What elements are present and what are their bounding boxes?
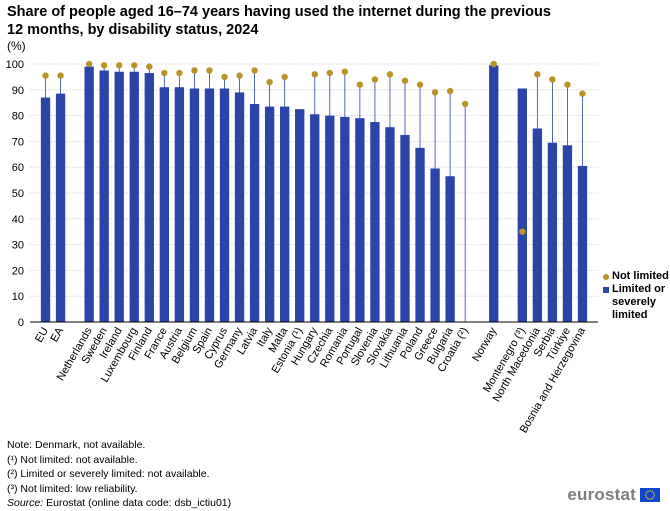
bar-limited xyxy=(264,106,275,322)
dot-not-limited xyxy=(116,62,123,69)
dot-not-limited xyxy=(131,62,138,69)
bar-limited xyxy=(400,134,410,322)
dot-not-limited xyxy=(266,78,273,86)
bar-limited xyxy=(174,87,185,322)
dot-not-limited xyxy=(42,72,49,79)
chart-title: Share of people aged 16–74 years having … xyxy=(7,4,551,38)
chart-plot: 0102030405060708090100EUEANetherlandsSwe… xyxy=(6,59,598,435)
bar-limited xyxy=(310,114,320,322)
bar-limited xyxy=(370,122,380,322)
eurostat-logo: eurostat xyxy=(567,485,660,505)
source-text: Eurostat (online data code: dsb_ictiu01) xyxy=(43,497,232,509)
y-tick-label: 50 xyxy=(12,188,24,200)
legend-limited-marker xyxy=(603,287,609,293)
y-tick-label: 40 xyxy=(12,214,24,226)
bar-limited xyxy=(129,71,139,323)
y-tick-label: 0 xyxy=(18,317,24,329)
bar-limited xyxy=(234,92,245,322)
dot-not-limited xyxy=(401,77,409,84)
bar-limited xyxy=(385,127,395,323)
note-line: (¹) Not limited: not available. xyxy=(7,453,138,466)
note-line: Note: Denmark, not available. xyxy=(7,439,146,451)
dot-not-limited xyxy=(206,67,213,74)
dot-not-limited xyxy=(416,81,424,88)
bar-limited xyxy=(249,103,260,323)
note-line: (²) Limited or severely limited: not ava… xyxy=(7,468,210,480)
dot-not-limited xyxy=(386,71,394,78)
y-tick-label: 70 xyxy=(12,136,24,148)
bar-limited xyxy=(355,118,365,323)
dot-not-limited xyxy=(100,62,108,69)
logo-text: eurostat xyxy=(567,485,636,504)
eu-flag-icon xyxy=(640,488,660,502)
source-line: Source: Eurostat (online data code: dsb_… xyxy=(7,496,231,511)
x-tick-label: EA xyxy=(48,325,66,344)
x-tick-label: Norway xyxy=(470,325,499,364)
bar-limited xyxy=(280,106,290,322)
bar-limited xyxy=(204,88,215,322)
dot-not-limited xyxy=(534,71,541,78)
y-tick-label: 60 xyxy=(12,162,24,174)
dot-not-limited xyxy=(146,63,153,70)
y-axis-unit: (%) xyxy=(7,39,26,53)
legend-not-limited-label: Not limited xyxy=(612,270,669,282)
dot-not-limited xyxy=(564,81,571,88)
dot-not-limited xyxy=(326,69,333,77)
dot-not-limited xyxy=(311,71,318,78)
bar-limited xyxy=(325,115,335,322)
bar-limited xyxy=(430,168,440,322)
bar-limited xyxy=(84,66,94,322)
dot-not-limited xyxy=(356,81,364,88)
dot-not-limited xyxy=(191,67,198,74)
dot-not-limited xyxy=(371,76,379,83)
bar-limited xyxy=(99,70,109,322)
bar-limited xyxy=(295,109,305,323)
bar-limited xyxy=(577,165,588,322)
legend-limited-label: Limited or severely limited xyxy=(612,283,666,321)
bar-limited xyxy=(40,97,51,322)
dot-not-limited xyxy=(549,76,556,83)
bar-limited xyxy=(415,147,425,322)
bar-limited xyxy=(189,88,200,322)
bar-limited xyxy=(562,145,573,322)
bar-limited xyxy=(144,73,154,322)
x-tick-label: EU xyxy=(33,325,51,344)
y-tick-label: 80 xyxy=(12,111,24,123)
dot-not-limited xyxy=(341,68,349,75)
bar-limited xyxy=(547,142,558,322)
notes-block: Note: Denmark, not available. (¹) Not li… xyxy=(7,438,231,511)
bar-limited xyxy=(532,128,543,322)
bar-limited xyxy=(445,176,455,322)
dot-not-limited xyxy=(221,73,228,81)
y-tick-label: 10 xyxy=(12,291,24,303)
note-line: (³) Not limited: low reliability. xyxy=(7,482,138,495)
dot-not-limited xyxy=(490,60,497,68)
y-tick-label: 100 xyxy=(6,59,24,71)
bar-limited xyxy=(219,88,230,322)
dot-not-limited xyxy=(461,100,469,108)
legend-not-limited-marker xyxy=(603,274,609,280)
bar-limited xyxy=(114,71,124,323)
y-tick-label: 90 xyxy=(12,85,24,97)
dot-not-limited xyxy=(281,73,288,81)
dot-not-limited xyxy=(85,60,93,68)
bar-limited xyxy=(517,88,527,322)
dot-not-limited xyxy=(519,228,526,235)
dot-not-limited xyxy=(161,69,168,77)
dot-not-limited xyxy=(236,72,243,79)
dot-not-limited xyxy=(431,89,439,96)
bar-limited xyxy=(489,65,499,322)
bar-limited xyxy=(340,116,350,322)
bar-limited xyxy=(159,87,170,322)
bar-limited xyxy=(55,93,66,322)
dot-not-limited xyxy=(446,87,454,95)
dot-not-limited xyxy=(251,67,258,74)
dot-not-limited xyxy=(579,90,586,97)
y-tick-label: 20 xyxy=(12,265,24,277)
y-tick-label: 30 xyxy=(12,240,24,252)
dot-not-limited xyxy=(57,72,64,79)
dot-not-limited xyxy=(176,69,183,77)
source-label: Source: xyxy=(7,497,44,509)
